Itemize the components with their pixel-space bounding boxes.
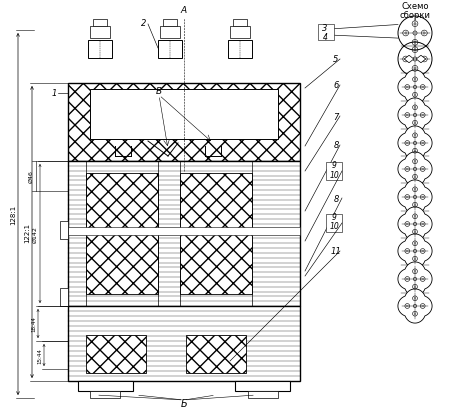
Text: 18:44: 18:44 xyxy=(31,316,36,332)
Polygon shape xyxy=(398,289,432,323)
Bar xyxy=(230,27,250,39)
Polygon shape xyxy=(398,262,432,297)
Bar xyxy=(60,288,68,306)
Text: 2: 2 xyxy=(141,19,147,27)
Bar xyxy=(186,335,246,373)
Bar xyxy=(88,41,112,59)
Bar xyxy=(68,227,300,235)
Text: 3: 3 xyxy=(322,24,328,33)
Text: 1: 1 xyxy=(51,89,57,98)
Text: 128:1: 128:1 xyxy=(10,204,16,225)
Bar xyxy=(326,163,342,180)
Bar xyxy=(90,391,120,398)
Bar xyxy=(68,161,300,306)
Text: В: В xyxy=(156,87,162,96)
Text: Ø46: Ø46 xyxy=(29,170,34,183)
Polygon shape xyxy=(398,127,432,161)
Polygon shape xyxy=(398,99,432,133)
Text: Б: Б xyxy=(180,398,187,408)
Polygon shape xyxy=(416,56,426,64)
Text: 4: 4 xyxy=(323,33,328,43)
Bar xyxy=(86,173,158,294)
Text: Схемо: Схемо xyxy=(401,2,429,10)
Bar xyxy=(90,90,278,140)
Bar xyxy=(180,173,252,294)
Text: 122:1: 122:1 xyxy=(24,222,30,242)
Text: 7: 7 xyxy=(333,112,339,121)
Text: А: А xyxy=(181,6,187,15)
Bar xyxy=(68,306,300,381)
Text: сборки: сборки xyxy=(400,10,431,19)
Bar xyxy=(60,221,68,239)
Text: 8: 8 xyxy=(333,194,339,203)
Bar xyxy=(158,41,182,59)
Bar xyxy=(318,25,334,41)
Polygon shape xyxy=(398,180,432,215)
Polygon shape xyxy=(398,234,432,268)
Bar xyxy=(68,84,300,161)
Bar xyxy=(86,335,146,373)
Bar xyxy=(233,20,247,27)
Text: Ø142: Ø142 xyxy=(33,225,38,242)
Polygon shape xyxy=(398,71,432,105)
Bar xyxy=(235,381,290,391)
Bar xyxy=(160,27,180,39)
Bar xyxy=(248,391,278,398)
Bar xyxy=(163,20,177,27)
Polygon shape xyxy=(398,207,432,242)
Text: 6: 6 xyxy=(333,81,339,90)
Bar xyxy=(228,41,252,59)
Text: 10: 10 xyxy=(329,222,339,231)
Text: 9: 9 xyxy=(332,161,337,170)
Bar xyxy=(78,381,133,391)
Text: 9: 9 xyxy=(332,213,337,222)
Polygon shape xyxy=(404,56,414,64)
Text: 15:44: 15:44 xyxy=(37,347,42,363)
Text: 5: 5 xyxy=(333,55,339,64)
Text: 8: 8 xyxy=(333,141,339,150)
Bar xyxy=(326,214,342,233)
Text: 10: 10 xyxy=(329,170,339,179)
Bar xyxy=(90,27,110,39)
Bar xyxy=(93,20,107,27)
Text: 11: 11 xyxy=(331,247,342,256)
Polygon shape xyxy=(398,152,432,187)
